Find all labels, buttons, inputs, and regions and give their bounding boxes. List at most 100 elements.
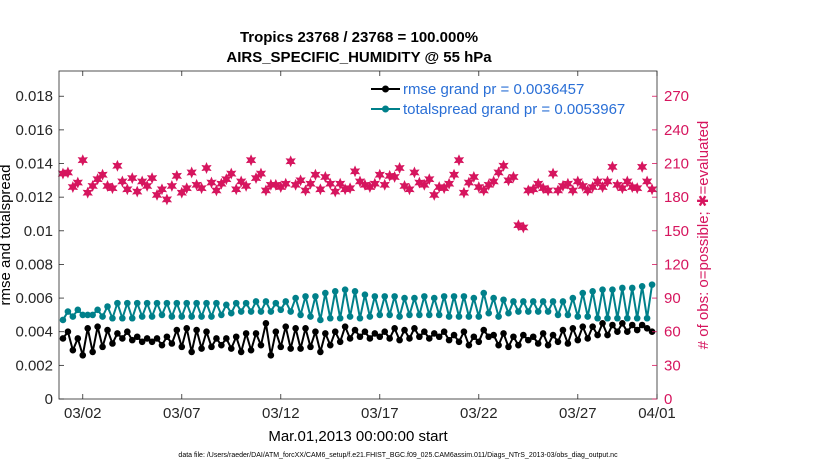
data-point	[604, 331, 611, 339]
y-left-tick-label: 0.004	[15, 324, 53, 341]
data-point	[183, 299, 191, 307]
obs-marker	[602, 175, 613, 188]
data-point	[495, 313, 502, 320]
data-point	[609, 321, 616, 329]
obs-marker	[226, 167, 237, 180]
obs-marker	[443, 177, 455, 190]
data-point	[114, 299, 121, 307]
obs-marker	[518, 221, 529, 234]
data-point	[119, 335, 126, 342]
data-point	[94, 306, 101, 314]
data-point	[455, 338, 463, 346]
data-point	[510, 298, 517, 305]
data-point	[193, 299, 200, 307]
data-point	[524, 336, 532, 344]
obs-marker	[310, 168, 321, 181]
data-point	[549, 331, 557, 339]
data-point	[341, 286, 349, 293]
y-axis-right-label: # of obs: o=possible; ✱=evaluated	[695, 121, 712, 350]
data-point	[124, 299, 131, 307]
data-point	[148, 338, 156, 346]
data-point	[460, 293, 468, 300]
data-point	[331, 288, 339, 295]
obs-marker	[240, 179, 252, 192]
series-totalspread	[59, 281, 656, 324]
x-tick-label: 04/01	[638, 405, 676, 422]
y-axis-left-label: rmse and totalspread	[0, 165, 14, 306]
data-point	[445, 313, 453, 320]
data-point	[158, 341, 166, 349]
data-point	[614, 328, 621, 336]
y-right-tick-label: 180	[664, 189, 689, 206]
data-point	[624, 314, 631, 322]
data-point	[252, 330, 260, 337]
obs-marker	[498, 159, 509, 172]
data-point	[455, 313, 463, 320]
data-point	[599, 320, 606, 327]
data-point	[198, 313, 205, 320]
data-point	[396, 336, 403, 344]
data-point	[326, 314, 334, 322]
obs-marker	[255, 167, 267, 180]
data-point	[421, 293, 428, 300]
data-point	[569, 294, 577, 302]
data-point	[579, 289, 587, 297]
data-point	[183, 325, 191, 332]
legend-rmse-marker	[382, 85, 389, 93]
obs-marker	[196, 182, 207, 195]
data-point	[173, 326, 181, 334]
data-point	[450, 293, 458, 300]
obs-marker	[533, 177, 544, 190]
data-point	[114, 330, 121, 337]
data-point	[257, 341, 265, 349]
data-point	[237, 348, 245, 356]
data-point	[470, 294, 478, 302]
data-point	[173, 299, 181, 307]
data-point	[406, 311, 413, 319]
data-point	[277, 306, 285, 314]
data-point	[633, 314, 641, 322]
data-point	[203, 328, 210, 336]
data-point	[272, 299, 280, 307]
obs-marker	[607, 160, 618, 173]
data-point	[599, 286, 606, 293]
data-point	[232, 299, 240, 307]
data-point	[386, 335, 393, 342]
data-point	[633, 326, 641, 334]
data-point	[559, 298, 567, 305]
data-point	[59, 316, 67, 324]
data-point	[89, 348, 96, 356]
data-point	[510, 333, 517, 341]
obs-marker	[132, 185, 143, 198]
y-left-tick-label: 0.008	[15, 256, 53, 273]
y-right-tick-label: 90	[664, 290, 681, 307]
data-point	[520, 298, 527, 305]
data-point	[307, 343, 314, 351]
data-point	[168, 313, 176, 320]
data-point	[94, 323, 101, 330]
data-point	[594, 331, 601, 339]
legend-rmse-label: rmse grand pr = 0.0036457	[403, 81, 584, 98]
obs-marker	[325, 177, 336, 190]
data-point	[391, 293, 398, 300]
data-point	[460, 328, 468, 336]
data-point	[326, 341, 334, 349]
data-point	[361, 328, 369, 336]
data-point	[549, 298, 557, 305]
data-point	[490, 331, 497, 339]
data-point	[490, 294, 497, 302]
data-point	[366, 313, 374, 320]
data-point	[648, 281, 656, 288]
data-point	[386, 311, 393, 319]
y-left-tick-label: 0.006	[15, 290, 53, 307]
obs-marker	[112, 159, 123, 172]
data-point	[297, 311, 304, 319]
obs-marker	[166, 179, 178, 192]
data-point	[128, 314, 136, 322]
data-point	[574, 313, 582, 320]
obs-marker	[458, 186, 470, 199]
data-point	[69, 346, 77, 354]
obs-marker	[349, 165, 361, 178]
data-point	[272, 328, 280, 336]
obs-marker	[399, 179, 410, 192]
